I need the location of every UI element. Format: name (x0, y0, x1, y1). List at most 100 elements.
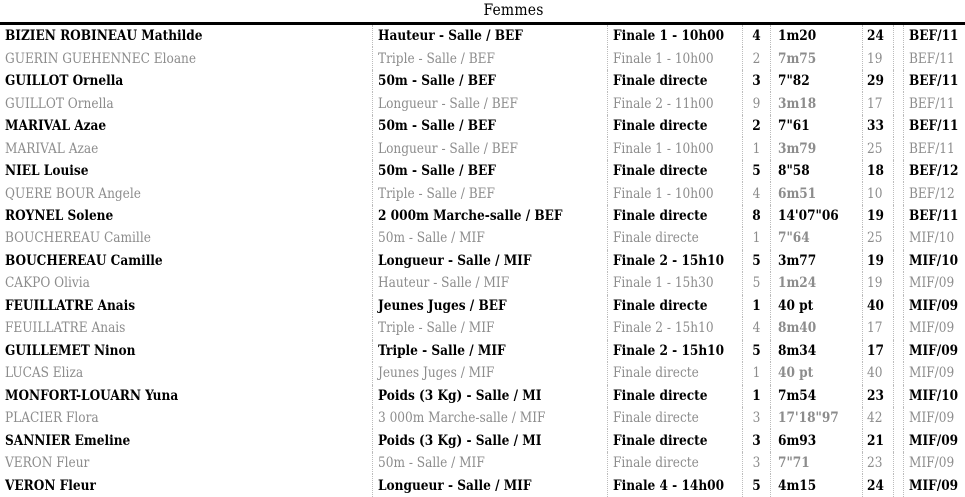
points-cell: 40 (862, 362, 893, 385)
final-cell: Finale directe (607, 429, 742, 452)
athlete-name-cell: CAKPO Olivia (5, 275, 90, 292)
event-cell: 50m - Salle / MIF (372, 227, 607, 250)
table-row: VERON Fleur Longueur - Salle / MIF Final… (0, 474, 965, 497)
result-cell: 6m93 (770, 429, 862, 452)
category-cell: MIF/09 (903, 429, 965, 452)
place-cell: 5 (742, 272, 770, 295)
points-cell: 19 (862, 204, 893, 228)
result-cell: 7"82 (770, 69, 862, 93)
event-cell: 50m - Salle / BEF (372, 69, 607, 93)
points-cell: 25 (862, 137, 893, 160)
final-cell: Finale directe (607, 451, 742, 475)
final-cell: Finale directe (607, 69, 742, 93)
final-cell: Finale 2 - 11h00 (607, 92, 742, 115)
event-cell: Triple - Salle / MIF (372, 317, 607, 340)
place-cell: 3 (742, 451, 770, 475)
table-row: FEUILLATRE Anais Triple - Salle / MIF Fi… (0, 317, 965, 340)
result-cell: 4m15 (770, 474, 862, 497)
table-row: VERON Fleur 50m - Salle / MIF Finale dir… (0, 451, 965, 475)
result-cell: 7"71 (770, 451, 862, 475)
final-cell: Finale directe (607, 159, 742, 183)
final-cell: Finale directe (607, 114, 742, 138)
points-cell: 19 (862, 47, 893, 70)
category-cell: MIF/09 (903, 294, 965, 318)
table-row: GUILLOT Ornella Longueur - Salle / BEF F… (0, 92, 965, 115)
spacer-cell (893, 227, 903, 250)
category-cell: MIF/09 (903, 339, 965, 363)
place-cell: 5 (742, 474, 770, 497)
points-cell: 21 (862, 429, 893, 452)
athlete-name-cell: BOUCHEREAU Camille (5, 252, 163, 269)
table-row: GUILLOT Ornella 50m - Salle / BEF Finale… (0, 69, 965, 93)
table-row: LUCAS Eliza Jeunes Juges / MIF Finale di… (0, 362, 965, 385)
result-cell: 1m20 (770, 25, 862, 48)
points-cell: 24 (862, 25, 893, 48)
points-cell: 23 (862, 451, 893, 475)
final-cell: Finale 1 - 10h00 (607, 47, 742, 70)
spacer-cell (893, 384, 903, 407)
category-cell: BEF/12 (903, 182, 965, 205)
table-row: MONFORT-LOUARN Yuna Poids (3 Kg) - Salle… (0, 384, 965, 407)
athlete-name-cell: GUILLOT Ornella (5, 95, 114, 112)
event-cell: 50m - Salle / MIF (372, 451, 607, 475)
points-cell: 17 (862, 92, 893, 115)
result-cell: 8m40 (770, 317, 862, 340)
result-cell: 8"58 (770, 159, 862, 183)
athlete-name-cell: FEUILLATRE Anais (5, 297, 136, 314)
spacer-cell (893, 272, 903, 295)
table-row: BIZIEN ROBINEAU Mathilde Hauteur - Salle… (0, 25, 965, 48)
table-row: QUERE BOUR Angele Triple - Salle / BEF F… (0, 182, 965, 205)
result-cell: 7"64 (770, 227, 862, 250)
result-cell: 7m75 (770, 47, 862, 70)
category-cell: MIF/09 (903, 451, 965, 475)
final-cell: Finale 2 - 15h10 (607, 339, 742, 363)
result-cell: 3m18 (770, 92, 862, 115)
result-cell: 40 pt (770, 362, 862, 385)
points-cell: 42 (862, 406, 893, 430)
spacer-cell (893, 182, 903, 205)
category-cell: BEF/11 (903, 69, 965, 93)
athlete-name-cell: VERON Fleur (5, 477, 96, 494)
athlete-name-cell: MARIVAL Azae (5, 140, 99, 157)
final-cell: Finale 1 - 10h00 (607, 137, 742, 160)
category-cell: MIF/09 (903, 362, 965, 385)
category-cell: BEF/11 (903, 114, 965, 138)
result-cell: 14'07"06 (770, 204, 862, 228)
category-cell: BEF/11 (903, 92, 965, 115)
points-cell: 23 (862, 384, 893, 407)
place-cell: 4 (742, 317, 770, 340)
place-cell: 1 (742, 362, 770, 385)
points-cell: 10 (862, 182, 893, 205)
athlete-name-cell: MARIVAL Azae (5, 118, 107, 135)
event-cell: Poids (3 Kg) - Salle / MI (372, 384, 607, 407)
points-cell: 18 (862, 159, 893, 183)
category-cell: BEF/11 (903, 137, 965, 160)
place-cell: 4 (742, 182, 770, 205)
event-cell: 50m - Salle / BEF (372, 159, 607, 183)
final-cell: Finale 4 - 14h00 (607, 474, 742, 497)
event-cell: Longueur - Salle / BEF (372, 137, 607, 160)
event-cell: Longueur - Salle / MIF (372, 249, 607, 273)
final-cell: Finale 1 - 15h30 (607, 272, 742, 295)
event-cell: Longueur - Salle / BEF (372, 92, 607, 115)
event-cell: Jeunes Juges / MIF (372, 362, 607, 385)
event-cell: Hauteur - Salle / BEF (372, 25, 607, 48)
place-cell: 5 (742, 159, 770, 183)
category-cell: MIF/09 (903, 317, 965, 340)
spacer-cell (893, 114, 903, 138)
result-cell: 1m24 (770, 272, 862, 295)
event-cell: Triple - Salle / MIF (372, 339, 607, 363)
category-cell: MIF/10 (903, 227, 965, 250)
athlete-name-cell: BOUCHEREAU Camille (5, 230, 151, 247)
result-cell: 6m51 (770, 182, 862, 205)
category-cell: BEF/12 (903, 159, 965, 183)
event-cell: 2 000m Marche-salle / BEF (372, 204, 607, 228)
header-rule (0, 22, 965, 25)
points-cell: 17 (862, 317, 893, 340)
spacer-cell (893, 317, 903, 340)
spacer-cell (893, 137, 903, 160)
place-cell: 1 (742, 384, 770, 407)
category-cell: BEF/11 (903, 204, 965, 228)
final-cell: Finale 1 - 10h00 (607, 25, 742, 48)
event-cell: Hauteur - Salle / MIF (372, 272, 607, 295)
